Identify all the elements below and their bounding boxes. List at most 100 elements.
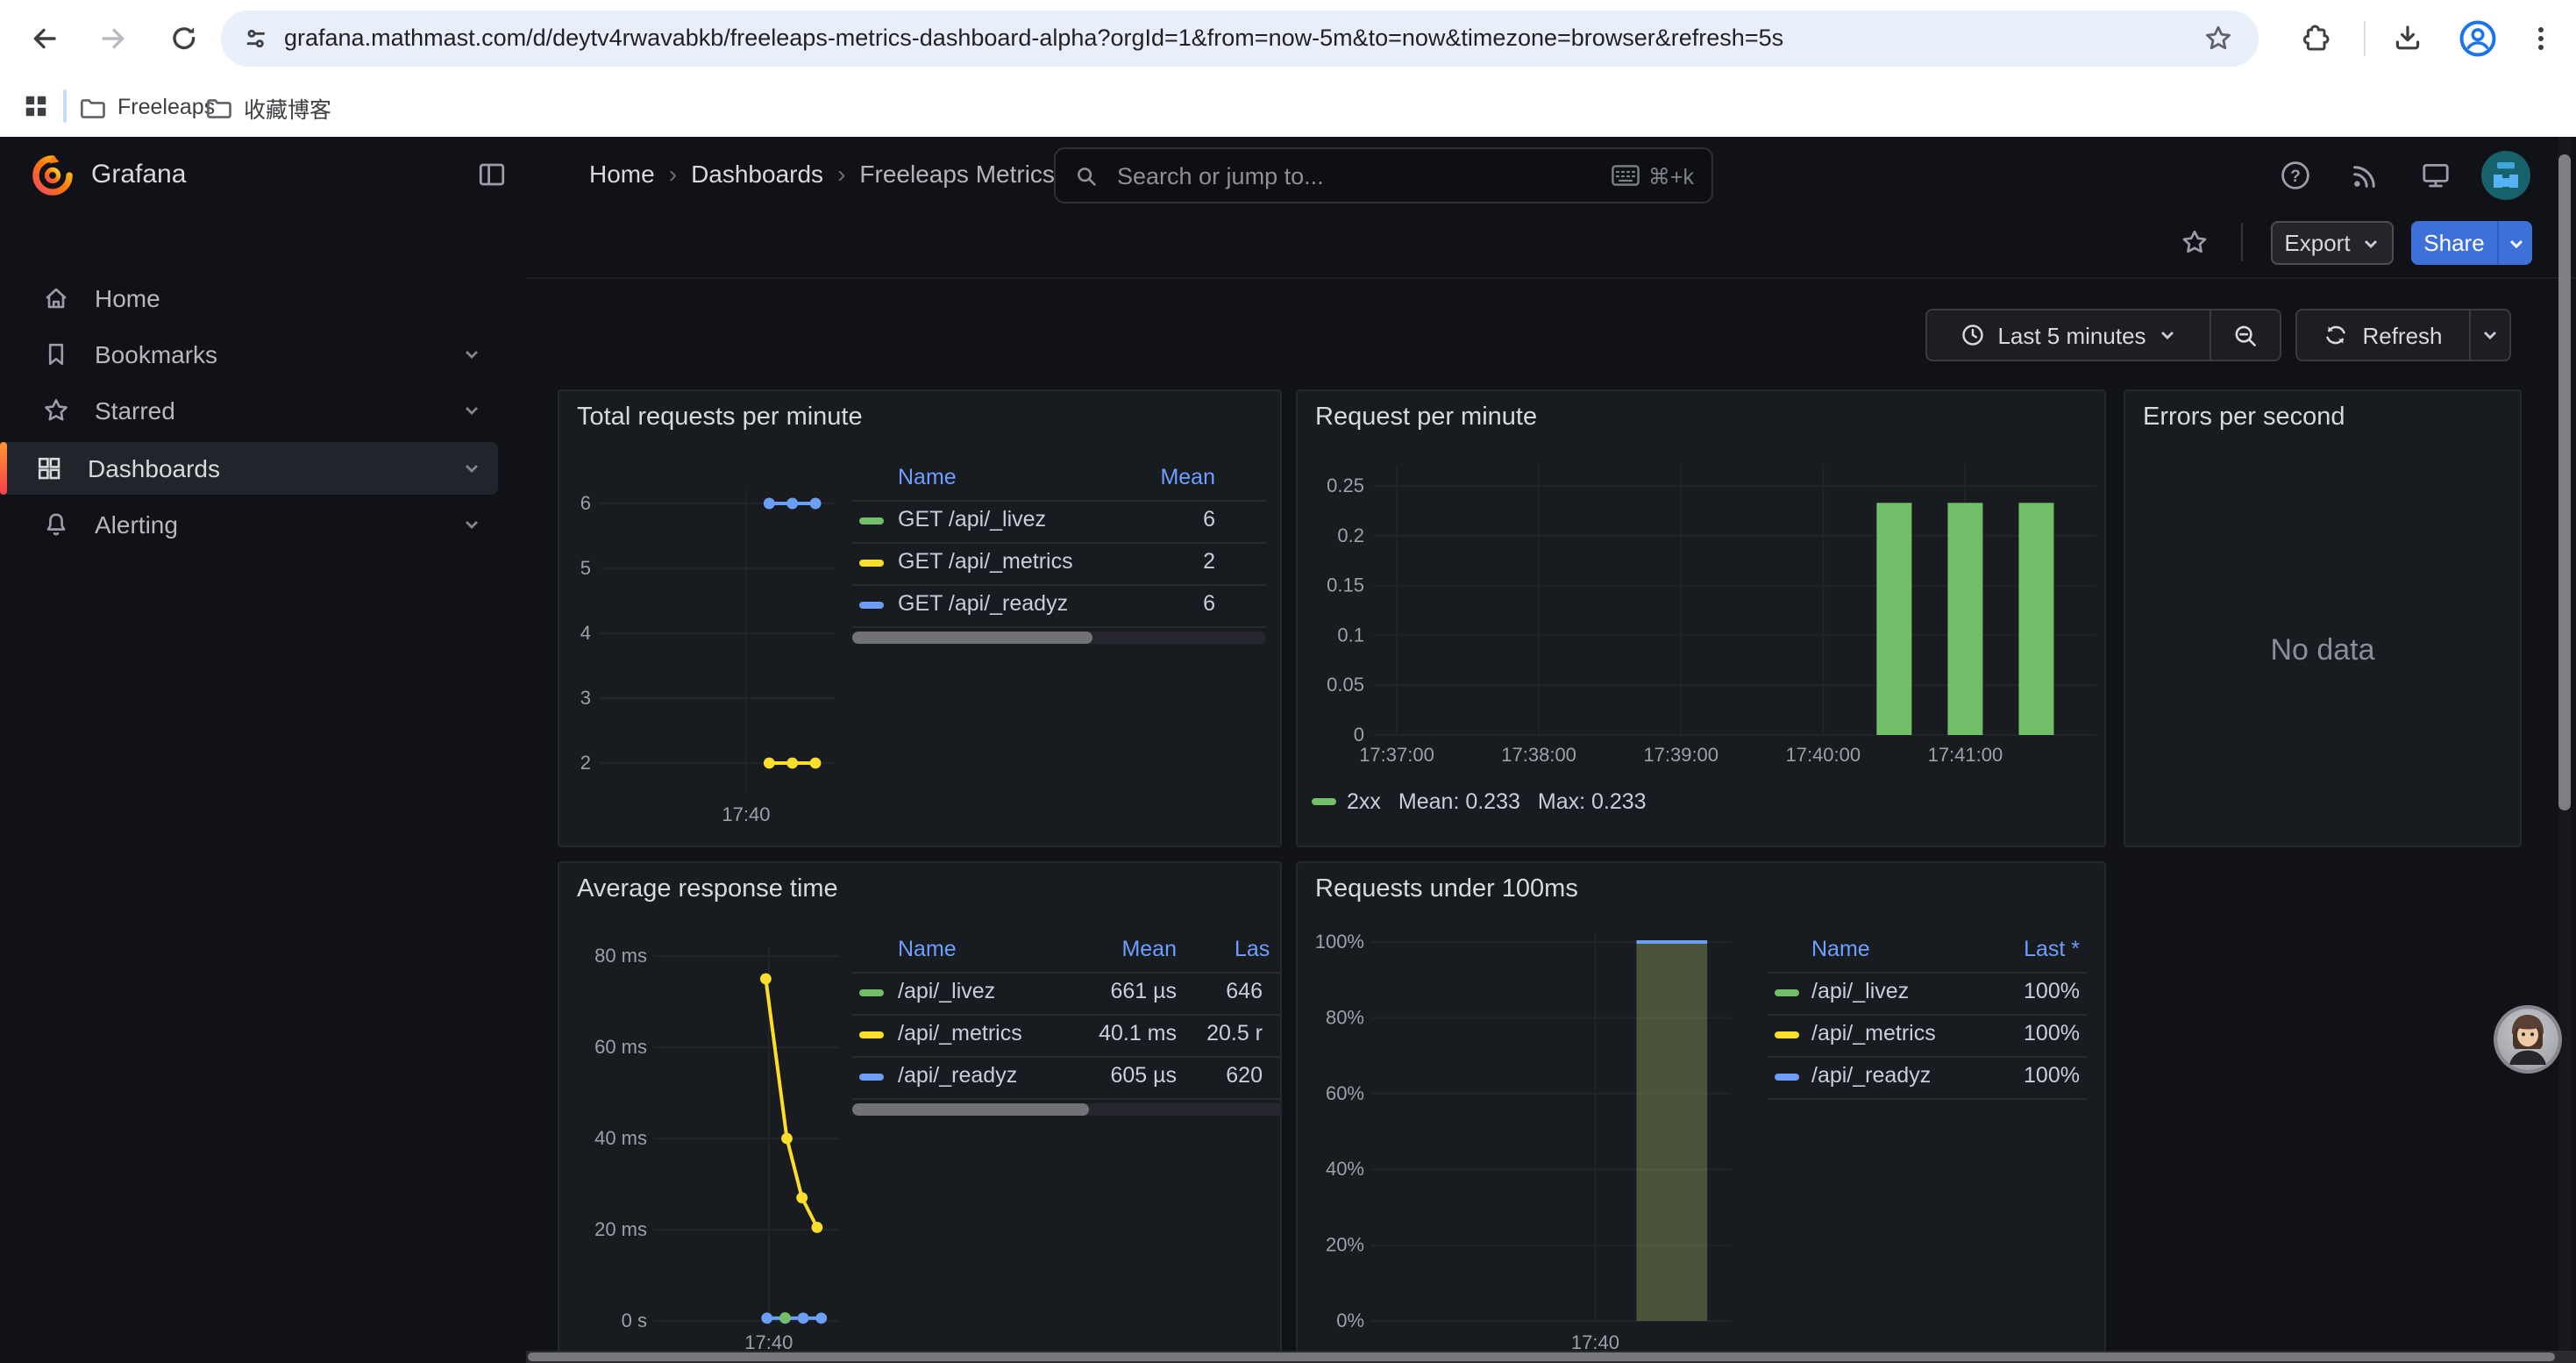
- svg-text:?: ?: [2290, 168, 2301, 186]
- keyboard-icon: [1612, 165, 1640, 186]
- extensions-icon[interactable]: [2301, 23, 2332, 54]
- bar-chart[interactable]: 0.250.20.150.10.05017:37:0017:38:0017:39…: [1298, 391, 2106, 847]
- chevron-down-icon[interactable]: [463, 460, 480, 477]
- legend-series-name[interactable]: /api/_readyz: [898, 1063, 1017, 1088]
- y-tick-label: 0.15: [1327, 574, 1364, 596]
- sidebar-item-bookmarks[interactable]: Bookmarks: [0, 328, 498, 381]
- series-swatch[interactable]: [859, 1031, 884, 1038]
- legend-series: 2xx: [1347, 789, 1381, 814]
- sidebar-item-alerting[interactable]: Alerting: [0, 498, 498, 551]
- forward-icon[interactable]: [98, 23, 130, 54]
- sidebar-toggle-icon[interactable]: [477, 160, 507, 189]
- series-swatch[interactable]: [859, 517, 884, 525]
- apps-grid-icon[interactable]: [23, 93, 49, 119]
- legend-series-name[interactable]: GET /api/_metrics: [898, 549, 1073, 574]
- legend-column-header[interactable]: Name: [1811, 937, 1870, 961]
- star-icon: [42, 396, 70, 425]
- legend-series-name[interactable]: /api/_metrics: [1811, 1021, 1936, 1045]
- legend-scrollbar-thumb[interactable]: [852, 1103, 1090, 1116]
- series-swatch[interactable]: [859, 602, 884, 609]
- legend-series-name[interactable]: /api/_livez: [1811, 979, 1909, 1003]
- legend-column-header[interactable]: Name: [898, 465, 957, 489]
- series-swatch[interactable]: [1775, 989, 1799, 996]
- chevron-down-icon[interactable]: [463, 346, 480, 363]
- url-text[interactable]: grafana.mathmast.com/d/deytv4rwavabkb/fr…: [284, 25, 1783, 51]
- search-field[interactable]: [1114, 161, 1612, 190]
- sidebar-item-dashboards[interactable]: Dashboards: [0, 442, 498, 495]
- legend-series-name[interactable]: GET /api/_livez: [898, 507, 1046, 532]
- refresh-interval-button[interactable]: [2471, 309, 2511, 361]
- legend-series-name[interactable]: /api/_readyz: [1811, 1063, 1931, 1088]
- export-button[interactable]: Export: [2271, 221, 2394, 265]
- assistant-avatar-widget[interactable]: [2497, 1009, 2558, 1070]
- y-tick-label: 0.1: [1337, 624, 1364, 646]
- y-tick-label: 5: [580, 557, 591, 579]
- legend-value: 6: [1075, 591, 1215, 616]
- panel-title[interactable]: Errors per second: [2143, 403, 2345, 432]
- url-bar[interactable]: grafana.mathmast.com/d/deytv4rwavabkb/fr…: [221, 11, 2259, 67]
- legend-column-header[interactable]: Mean: [1036, 937, 1177, 961]
- reload-icon[interactable]: [168, 23, 200, 54]
- bookmark-star-icon[interactable]: [2202, 23, 2234, 54]
- share-button[interactable]: Share: [2411, 221, 2497, 265]
- legend-series-name[interactable]: /api/_livez: [898, 979, 995, 1003]
- refresh-button[interactable]: Refresh: [2295, 309, 2471, 361]
- bookmark-folder-freeleaps[interactable]: Freeleaps: [79, 88, 215, 126]
- monitor-icon[interactable]: [2420, 160, 2451, 191]
- user-avatar[interactable]: [2481, 151, 2530, 200]
- legend-column-header[interactable]: Name: [898, 937, 957, 961]
- y-tick-label: 4: [580, 622, 591, 644]
- series-swatch[interactable]: [859, 989, 884, 996]
- series-swatch[interactable]: [859, 560, 884, 567]
- legend-column-header[interactable]: Las: [1235, 937, 1270, 961]
- sidebar-item-home[interactable]: Home: [0, 272, 498, 325]
- zoom-out-icon: [2232, 322, 2259, 348]
- help-icon[interactable]: ?: [2280, 160, 2311, 191]
- grafana-logo[interactable]: [30, 153, 75, 198]
- toolbar-separator: [2241, 223, 2243, 261]
- zoom-out-button[interactable]: [2211, 309, 2281, 361]
- chevron-down-icon[interactable]: [463, 516, 480, 533]
- series-swatch[interactable]: [859, 1074, 884, 1081]
- share-menu-button[interactable]: [2497, 221, 2532, 265]
- dashboard-main: Export Share Last 5 minu: [526, 214, 2576, 1363]
- sidebar-nav: Home Bookmarks Starred: [0, 214, 528, 1363]
- x-tick-label: 17:41:00: [1928, 744, 2003, 766]
- browser-menu-icon[interactable]: [2525, 23, 2557, 54]
- breadcrumb-home[interactable]: Home: [589, 160, 655, 188]
- favorite-star-icon[interactable]: [2180, 228, 2210, 258]
- sidebar-item-starred[interactable]: Starred: [0, 384, 498, 437]
- legend-scrollbar[interactable]: [852, 1103, 1282, 1116]
- news-rss-icon[interactable]: [2350, 160, 2381, 191]
- back-icon[interactable]: [28, 23, 60, 54]
- y-tick-label: 60 ms: [594, 1036, 647, 1058]
- legend-inline[interactable]: 2xx Mean: 0.233 Max: 0.233: [1312, 789, 1647, 814]
- chevron-down-icon: [2159, 326, 2176, 344]
- legend-scrollbar-thumb[interactable]: [852, 632, 1092, 644]
- search-input[interactable]: ⌘+k: [1054, 147, 1713, 203]
- download-icon[interactable]: [2392, 23, 2423, 54]
- profile-icon[interactable]: [2459, 19, 2497, 58]
- vertical-scrollbar-thumb[interactable]: [2558, 154, 2571, 810]
- legend-column-header[interactable]: Last *: [1939, 937, 2080, 961]
- horizontal-scrollbar-thumb[interactable]: [528, 1352, 2555, 1361]
- time-range-picker[interactable]: Last 5 minutes: [1925, 309, 2211, 361]
- chevron-down-icon[interactable]: [463, 402, 480, 419]
- y-tick-label: 0.2: [1337, 525, 1364, 546]
- y-tick-label: 60%: [1326, 1082, 1364, 1104]
- vertical-scrollbar[interactable]: [2558, 137, 2571, 1363]
- series-swatch[interactable]: [1775, 1074, 1799, 1081]
- bookmark-folder-blogs[interactable]: 收藏博客: [205, 88, 331, 126]
- x-tick-label: 17:38:00: [1501, 744, 1576, 766]
- horizontal-scrollbar[interactable]: [526, 1351, 2576, 1363]
- legend-scrollbar[interactable]: [852, 632, 1266, 644]
- breadcrumb-dashboards[interactable]: Dashboards: [691, 160, 823, 188]
- legend-series-name[interactable]: GET /api/_readyz: [898, 591, 1068, 616]
- legend-series-name[interactable]: /api/_metrics: [898, 1021, 1022, 1045]
- tune-icon[interactable]: [242, 25, 270, 53]
- toolbar-divider: [2364, 21, 2366, 56]
- panel-average-response-time: Average response time 80 ms60 ms40 ms20 …: [558, 861, 1282, 1363]
- legend-column-header[interactable]: Mean: [1075, 465, 1215, 489]
- series-swatch[interactable]: [1775, 1031, 1799, 1038]
- legend-value: 100%: [1939, 1063, 2080, 1088]
